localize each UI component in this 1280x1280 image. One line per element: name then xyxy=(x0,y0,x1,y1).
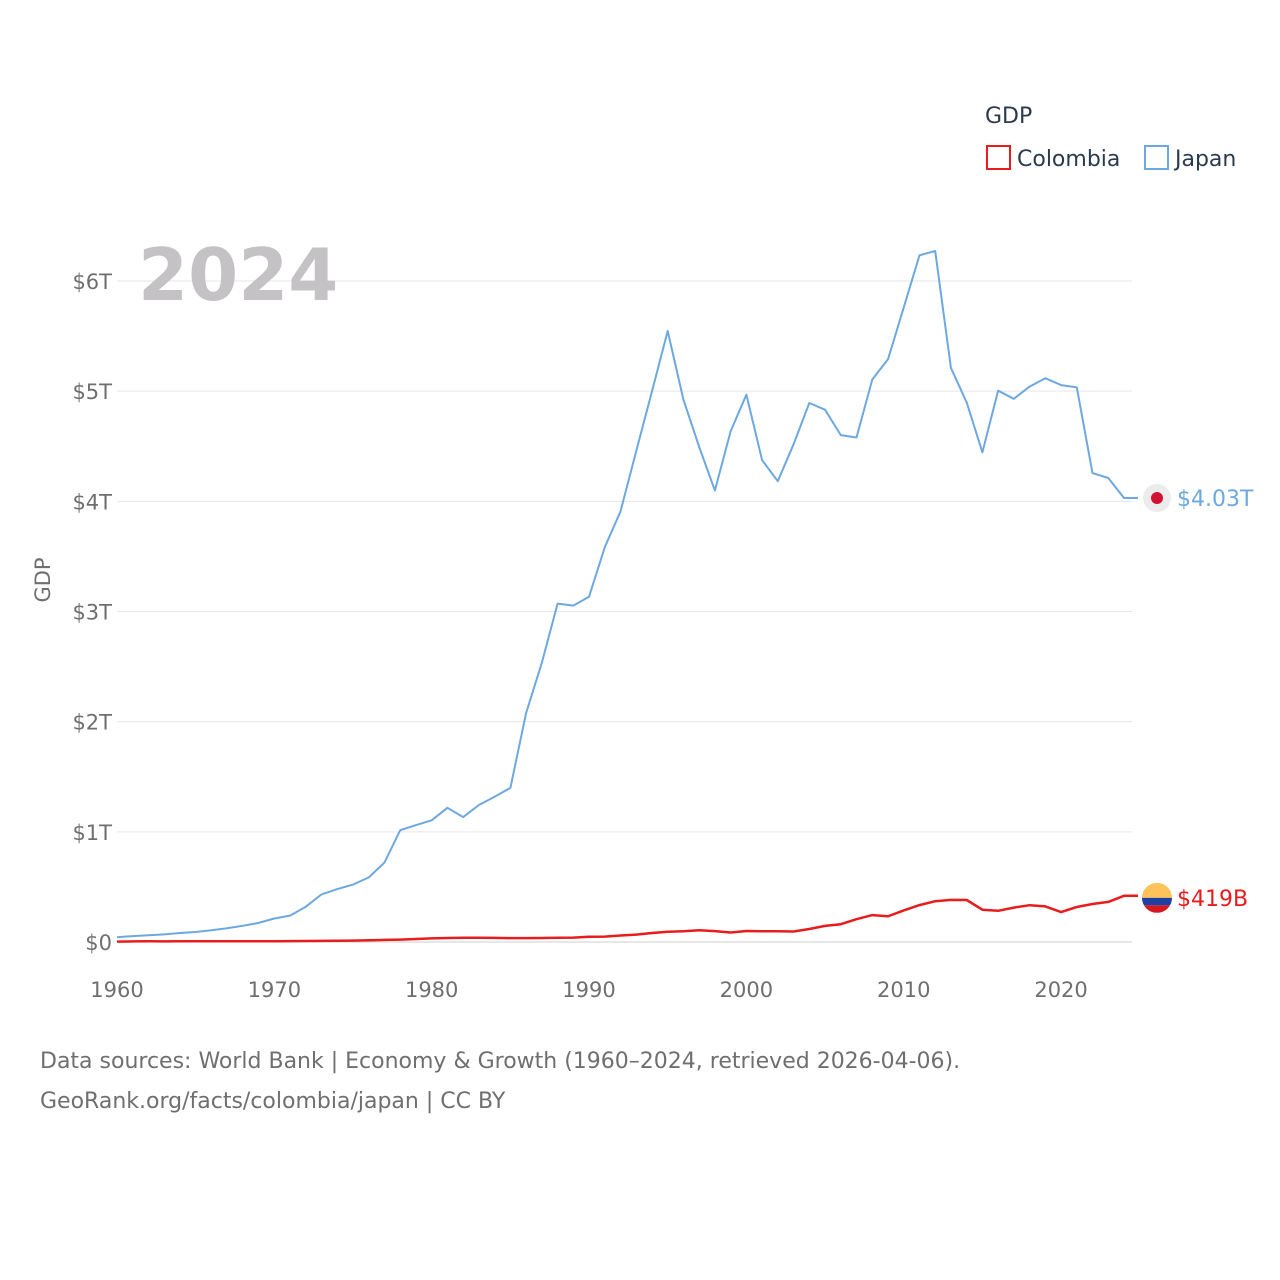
x-tick-label: 2020 xyxy=(1034,978,1087,1002)
y-axis-label: GDP xyxy=(31,557,55,602)
legend-title: GDP xyxy=(985,104,1032,129)
source-note: Data sources: World Bank | Economy & Gro… xyxy=(40,1042,1240,1122)
x-tick-label: 2000 xyxy=(720,978,773,1002)
y-tick-label: $4T xyxy=(72,490,112,514)
x-axis-ticks: 1960 1970 1980 1990 2000 2010 2020 xyxy=(90,978,1088,1002)
end-label-japan: $4.03T xyxy=(1177,487,1254,512)
gridlines xyxy=(117,280,1132,943)
y-tick-label: $6T xyxy=(72,270,112,294)
legend-swatch-japan xyxy=(1144,145,1169,170)
x-tick-label: 1990 xyxy=(562,978,615,1002)
x-tick-label: 2010 xyxy=(877,978,930,1002)
gdp-line-chart: $0 $1T $2T $3T $4T $5T $6T 1960 1970 1980 1990 200… xyxy=(31,104,1254,1002)
colombia-flag-icon xyxy=(1142,882,1172,913)
y-tick-label: $0 xyxy=(85,931,112,955)
end-markers: $419B $4.03T xyxy=(1142,484,1254,913)
series-line-colombia[interactable] xyxy=(116,894,1138,943)
series-line-japan[interactable] xyxy=(116,250,1138,939)
x-tick-label: 1960 xyxy=(90,978,143,1002)
x-tick-label: 1970 xyxy=(248,978,301,1002)
current-year-label: 2024 xyxy=(138,233,338,317)
y-axis-ticks: $0 $1T $2T $3T $4T $5T $6T xyxy=(72,270,112,955)
legend-label-colombia: Colombia xyxy=(1017,147,1120,172)
y-tick-label: $2T xyxy=(72,711,112,735)
y-tick-label: $1T xyxy=(72,821,112,845)
series-lines xyxy=(116,250,1138,943)
legend-label-japan: Japan xyxy=(1173,147,1236,172)
x-tick-label: 1980 xyxy=(405,978,458,1002)
legend-item-colombia[interactable]: Colombia xyxy=(986,145,1120,172)
legend: GDP Colombia Japan xyxy=(985,104,1236,172)
japan-flag-icon xyxy=(1143,484,1171,513)
end-label-colombia: $419B xyxy=(1177,887,1248,912)
legend-item-japan[interactable]: Japan xyxy=(1144,145,1236,172)
source-line: Data sources: World Bank | Economy & Gro… xyxy=(40,1049,961,1074)
y-tick-label: $3T xyxy=(72,601,112,625)
y-tick-label: $5T xyxy=(72,380,112,404)
attribution-line: GeoRank.org/facts/colombia/japan | CC BY xyxy=(40,1089,506,1114)
legend-swatch-colombia xyxy=(986,145,1011,170)
